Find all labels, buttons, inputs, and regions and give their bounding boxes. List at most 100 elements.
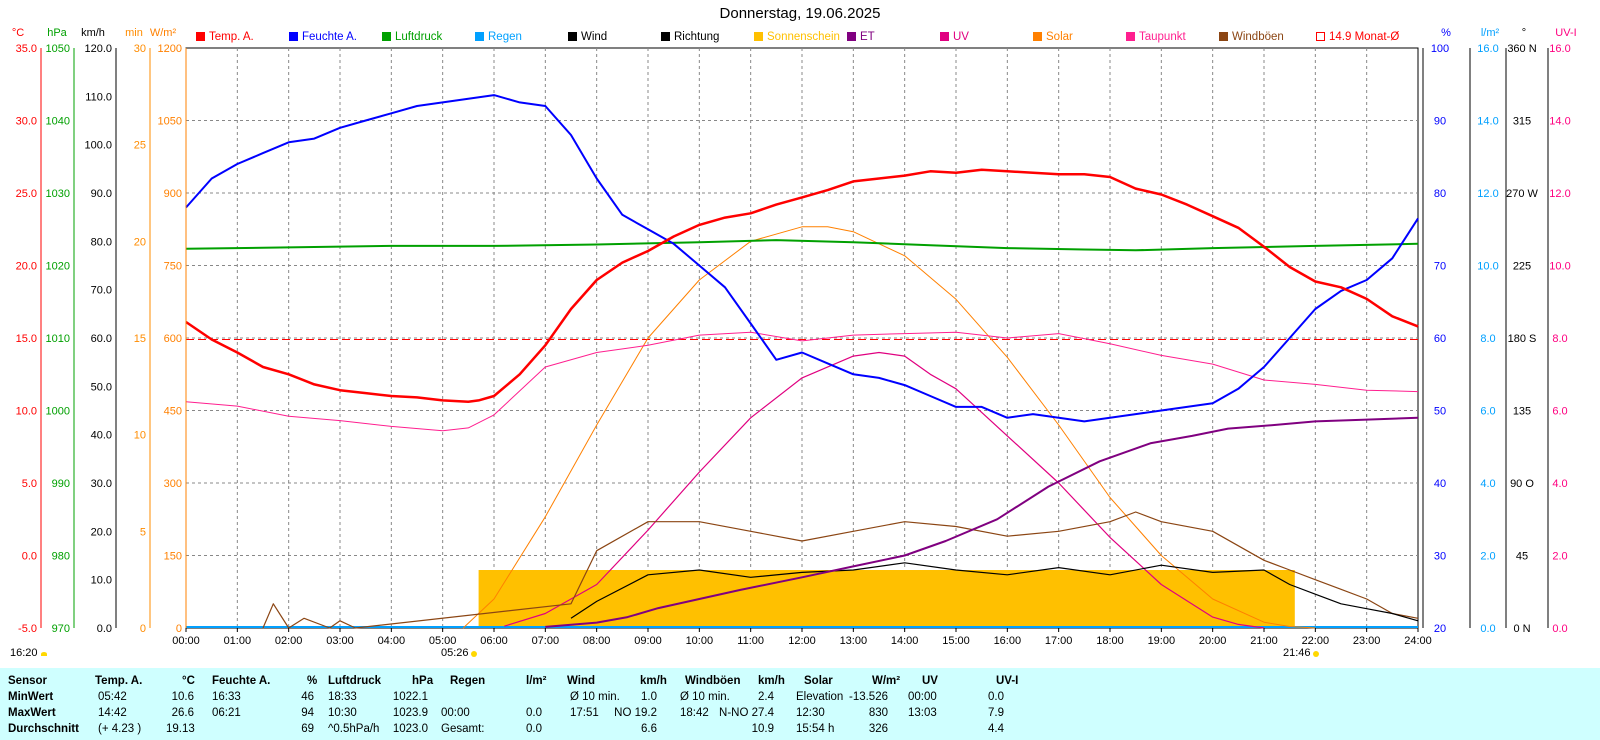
stats-header-wind: Wind	[567, 675, 595, 687]
stats-cell-solar_l: Elevation	[796, 691, 844, 703]
x-tick-label: 15:00	[942, 635, 970, 647]
sunshine-axis-header: min	[125, 27, 143, 39]
solar-axis-tick: 1200	[158, 43, 182, 55]
legend-swatch	[1316, 32, 1325, 41]
direction-axis-tick: 270 W	[1506, 188, 1538, 200]
pressure-axis-tick: 1010	[46, 333, 70, 345]
stats-cell-hum_t: 06:21	[212, 707, 241, 719]
legend-item-dewpoint: Taupunkt	[1126, 31, 1186, 43]
humidity-axis-tick: 70	[1434, 261, 1446, 273]
x-tick-label: 04:00	[378, 635, 406, 647]
legend-swatch	[382, 32, 391, 41]
uv-axis-tick: 6.0	[1552, 406, 1567, 418]
stats-cell-wind_l: Ø 10 min.	[570, 691, 620, 703]
stats-cell-uv_v: 4.4	[988, 723, 1004, 735]
stats-table: Sensor Temp. A. °C Feuchte A. % Luftdruc…	[0, 668, 1600, 740]
wind-axis-tick: 30.0	[91, 478, 112, 490]
legend-label: Solar	[1046, 31, 1073, 43]
uv-series-line	[504, 351, 1265, 629]
legend-item-humidity: Feuchte A.	[289, 31, 357, 43]
stats-header-rain: Regen	[450, 675, 486, 687]
x-tick-label: 17:00	[1045, 635, 1073, 647]
stats-cell-gust_l: Ø 10 min.	[680, 691, 730, 703]
rain-axis-header: l/m²	[1481, 27, 1500, 39]
sunshine-axis-tick: 25	[134, 140, 146, 152]
temp-axis-tick: 0.0	[22, 551, 37, 563]
uv-axis-tick: 10.0	[1549, 261, 1570, 273]
timestamp-label: 16:20	[10, 647, 47, 659]
wind-axis-tick: 10.0	[91, 575, 112, 587]
stats-cell-solar_v: 326	[868, 723, 888, 735]
stats-cell-gust_v: N-NO 27.4	[719, 707, 774, 719]
legend-item-rain: Regen	[475, 31, 522, 43]
wind-axis-tick: 120.0	[84, 43, 112, 55]
sunrise-label: 05:26	[441, 647, 477, 659]
series-lines	[185, 94, 1419, 629]
stats-cell-solar_v: 830	[868, 707, 888, 719]
stats-header-temp: Temp. A.	[95, 675, 143, 687]
rain-axis-tick: 0.0	[1480, 623, 1495, 635]
wind-axis-tick: 80.0	[91, 236, 112, 248]
sunshine-axis-tick: 20	[134, 236, 146, 248]
stats-header-wind-unit: km/h	[640, 675, 667, 687]
stats-cell-temp_t: 05:42	[98, 691, 127, 703]
direction-axis-tick: 225	[1513, 261, 1531, 273]
stats-header-sensor: Sensor	[8, 675, 47, 687]
x-tick-label: 18:00	[1096, 635, 1124, 647]
legend-label: Sonnenschein	[767, 31, 840, 43]
x-tick-label: 21:00	[1250, 635, 1278, 647]
stats-cell-uv_t: 13:03	[908, 707, 937, 719]
solar-axis-tick: 300	[164, 478, 182, 490]
x-tick-label: 20:00	[1199, 635, 1227, 647]
stats-header-press-unit: hPa	[412, 675, 434, 687]
uv-axis-tick: 0.0	[1552, 623, 1567, 635]
legend-label: UV	[953, 31, 969, 43]
direction-axis-tick: 45	[1516, 551, 1528, 563]
stats-cell-press_v: 1022.1	[392, 691, 428, 703]
stats-cell-temp_v: 26.6	[171, 707, 194, 719]
legend-swatch	[568, 32, 577, 41]
stats-cell-rain_t: Gesamt:	[441, 723, 485, 735]
uv-axis-tick: 4.0	[1552, 478, 1567, 490]
x-tick-label: 01:00	[224, 635, 252, 647]
temp-axis-tick: 30.0	[16, 116, 37, 128]
pressure-axis-tick: 1040	[46, 116, 70, 128]
x-tick-label: 23:00	[1353, 635, 1381, 647]
direction-axis-tick: 135	[1513, 406, 1531, 418]
stats-cell-solar_l: 15:54 h	[796, 723, 835, 735]
stats-cell-press_t: 18:33	[328, 691, 357, 703]
wind-axis-tick: 70.0	[91, 285, 112, 297]
pressure-axis-tick: 1030	[46, 188, 70, 200]
humidity-axis-tick: 100	[1431, 43, 1449, 55]
legend-item-wind: Wind	[568, 31, 607, 43]
wind-axis-tick: 110.0	[85, 91, 112, 103]
legend-item-direction: Richtung	[661, 31, 719, 43]
rain-axis-tick: 2.0	[1480, 551, 1495, 563]
uv-axis-tick: 8.0	[1552, 333, 1567, 345]
stats-header-temp-unit: °C	[182, 675, 195, 687]
stats-header-gust: Windböen	[685, 675, 741, 687]
sunset-label: 21:46	[1283, 647, 1319, 659]
stats-header-press: Luftdruck	[328, 675, 382, 687]
legend-item-solar: Solar	[1033, 31, 1073, 43]
wind-axis-tick: 100.0	[84, 140, 112, 152]
solar-axis-tick: 750	[164, 261, 182, 273]
solar-axis-tick: 1050	[158, 116, 182, 128]
temp-series-line	[185, 168, 1419, 404]
sunshine-axis-tick: 5	[140, 526, 146, 538]
rain-axis-tick: 8.0	[1480, 333, 1495, 345]
legend-swatch	[1126, 32, 1135, 41]
humidity-axis-tick: 60	[1434, 333, 1446, 345]
uv-axis-header: UV-I	[1555, 27, 1576, 39]
stats-header-rain-unit: l/m²	[526, 675, 547, 687]
pressure-axis-tick: 980	[52, 551, 70, 563]
x-tick-label: 24:00	[1404, 635, 1432, 647]
x-tick-label: 00:00	[172, 635, 200, 647]
rain-axis-tick: 10.0	[1477, 261, 1498, 273]
wind-axis-tick: 50.0	[91, 381, 112, 393]
solar-axis-tick: 600	[164, 333, 182, 345]
stats-cell-uv_v: 7.9	[988, 707, 1004, 719]
stats-cell-gust_l: 18:42	[680, 707, 709, 719]
stats-cell-press_v: 1023.0	[392, 723, 428, 735]
